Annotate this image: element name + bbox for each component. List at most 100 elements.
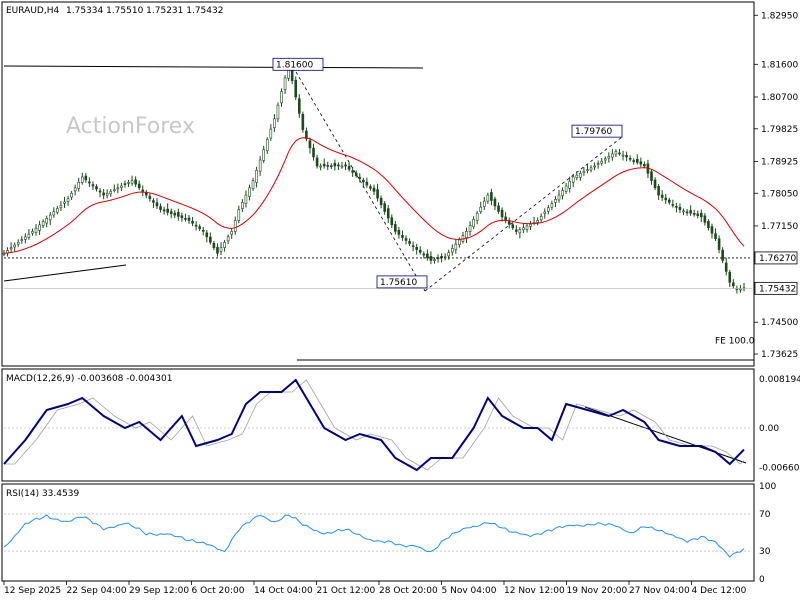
watermark: ActionForex xyxy=(66,114,195,139)
candle-body xyxy=(216,246,219,254)
candle-body xyxy=(31,231,34,234)
candle-body xyxy=(251,180,255,189)
candle-body xyxy=(173,212,177,216)
candle-body xyxy=(724,262,728,272)
time-axis-label: 28 Oct 20:00 xyxy=(379,586,438,596)
candle-body xyxy=(45,218,48,224)
candle-body xyxy=(134,179,137,185)
candle-body xyxy=(415,247,418,250)
candle-body xyxy=(212,242,216,249)
candle-body xyxy=(717,238,721,250)
time-axis-label: 14 Oct 04:00 xyxy=(254,586,313,596)
candle-body xyxy=(244,194,248,205)
candle-body xyxy=(351,170,354,173)
rsi-line xyxy=(3,514,745,558)
candle-body xyxy=(219,247,223,252)
candle-body xyxy=(547,207,550,212)
level-label-box xyxy=(754,251,798,265)
time-axis-label: 22 Sep 04:00 xyxy=(67,586,127,596)
candle-body xyxy=(280,91,283,104)
low-trend-line xyxy=(3,264,127,282)
candle-body xyxy=(209,236,212,243)
price-axis-label: 1.74500 xyxy=(761,318,798,328)
rsi-axis-label: 100 xyxy=(759,482,776,492)
macd-main-line xyxy=(3,378,745,472)
candle-body xyxy=(429,256,433,261)
candle-body xyxy=(515,229,518,232)
rsi-axis-label: 0 xyxy=(759,575,765,585)
candle-body xyxy=(628,158,632,160)
candle-body xyxy=(248,187,251,197)
candle-body xyxy=(603,158,607,161)
candle-body xyxy=(700,212,703,218)
candle-body xyxy=(241,202,244,209)
time-axis-label: 12 Nov 12:00 xyxy=(504,586,565,596)
candle-body xyxy=(24,236,27,240)
candle-body xyxy=(337,164,340,167)
candle-body xyxy=(671,204,675,206)
macd-axis-label: 0.008194 xyxy=(759,375,800,385)
candle-body xyxy=(194,224,198,227)
candle-body xyxy=(497,205,500,212)
rsi-axis-label: 70 xyxy=(759,510,771,520)
candle-body xyxy=(326,165,330,167)
candle-body xyxy=(607,156,611,159)
candle-body xyxy=(522,227,525,231)
candle-body xyxy=(667,199,671,203)
candle-body xyxy=(116,187,120,190)
rsi-panel-frame xyxy=(1,483,755,582)
candle-body xyxy=(84,175,88,181)
candle-body xyxy=(600,160,603,164)
macd-panel-frame xyxy=(1,368,755,482)
candle-body xyxy=(482,200,486,207)
candle-body xyxy=(447,252,451,257)
candle-body xyxy=(38,224,41,231)
candle-body xyxy=(347,166,351,170)
candle-body xyxy=(458,239,461,246)
candle-body xyxy=(579,172,582,178)
time-axis-label: 4 Dec 12:00 xyxy=(692,586,747,596)
candle-body xyxy=(529,223,532,227)
candle-body xyxy=(479,206,483,212)
candle-body xyxy=(539,215,543,221)
candle-body xyxy=(9,247,13,250)
candle-body xyxy=(682,210,685,213)
candle-body xyxy=(66,198,70,202)
candle-body xyxy=(88,181,91,184)
candle-body xyxy=(362,179,365,183)
time-axis-label: 27 Nov 04:00 xyxy=(629,586,690,596)
candle-body xyxy=(322,163,326,167)
candle-body xyxy=(319,165,322,168)
candle-body xyxy=(418,249,422,253)
candle-body xyxy=(169,211,173,214)
candle-body xyxy=(297,98,301,114)
candle-body xyxy=(354,172,358,176)
candle-body xyxy=(191,220,194,224)
candle-body xyxy=(632,160,636,162)
candle-body xyxy=(390,217,394,226)
rsi-title: RSI(14) 33.4539 xyxy=(6,489,79,499)
candle-body xyxy=(707,221,710,229)
candle-body xyxy=(141,189,145,192)
candle-body xyxy=(95,186,98,190)
price-axis-label: 1.78925 xyxy=(761,157,798,167)
candle-body xyxy=(80,176,84,183)
candle-body xyxy=(301,113,305,130)
swing-annotation-box xyxy=(272,57,324,71)
candle-body xyxy=(294,79,298,98)
candle-body xyxy=(16,242,20,245)
candle-body xyxy=(52,211,56,216)
candle-body xyxy=(596,163,600,165)
candle-body xyxy=(653,179,657,189)
time-axis-label: 29 Sep 12:00 xyxy=(129,586,189,596)
swing-annotation: 1.81600 xyxy=(276,60,313,70)
candle-body xyxy=(305,130,308,140)
candle-body xyxy=(344,164,347,167)
candle-body xyxy=(127,182,130,184)
candle-body xyxy=(166,208,169,213)
candle-body xyxy=(401,235,404,238)
candle-body xyxy=(411,245,415,247)
candle-body xyxy=(465,231,468,238)
candle-body xyxy=(48,214,52,221)
time-axis-label: 19 Nov 20:00 xyxy=(567,586,628,596)
